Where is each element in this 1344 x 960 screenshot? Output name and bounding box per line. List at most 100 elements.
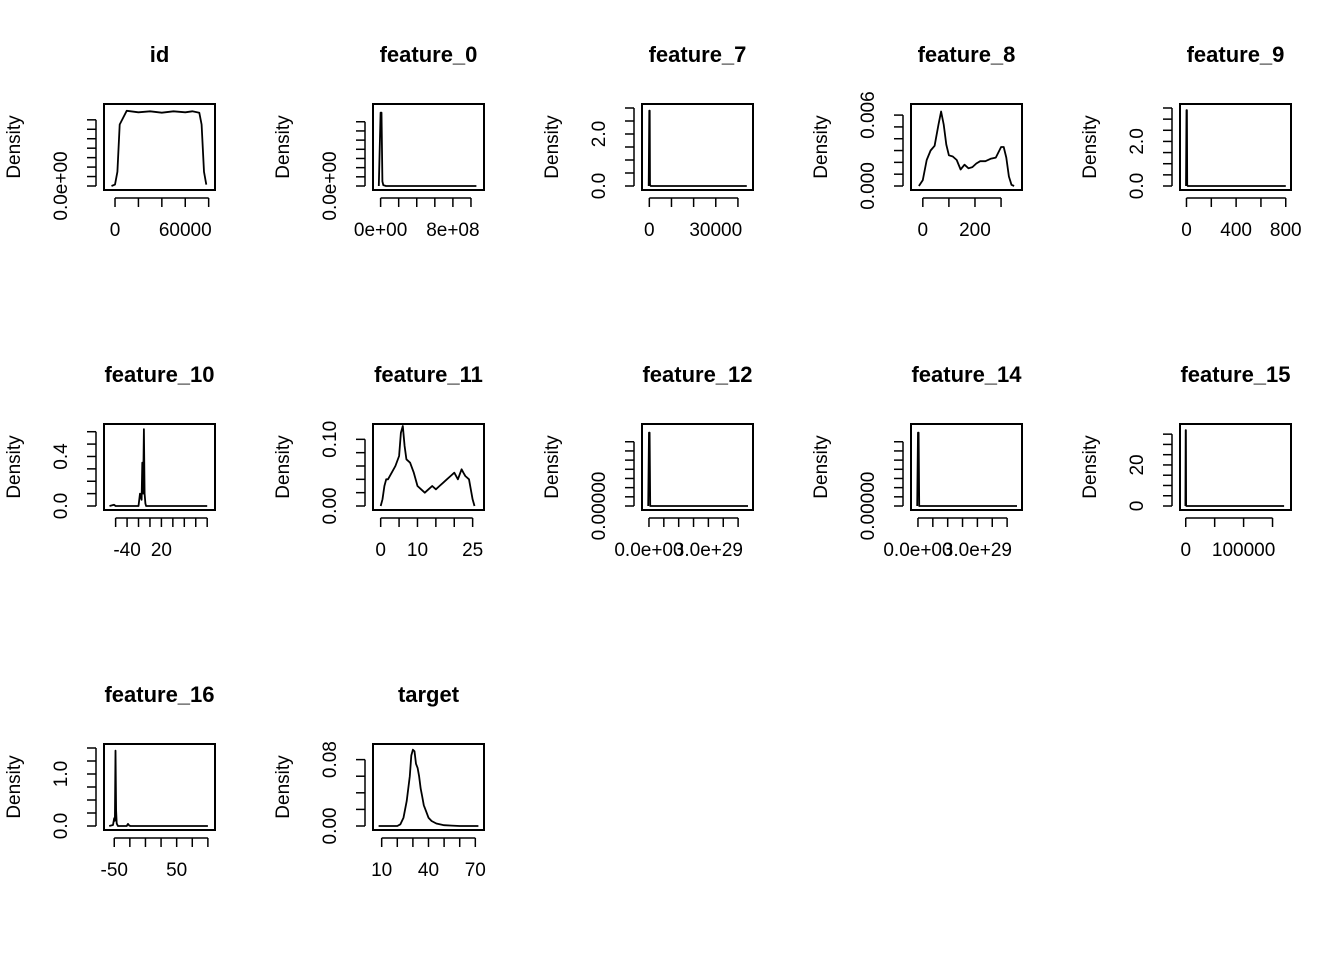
x-tick-label: 0 bbox=[1180, 540, 1191, 561]
y-tick-label: 0.00 bbox=[320, 808, 341, 845]
y-axis-label: Density bbox=[542, 115, 563, 179]
y-tick-label: 0 bbox=[1127, 501, 1148, 512]
density-panel: feature_16 Density -50 50 0.0 1.0 bbox=[4, 682, 216, 881]
density-panel: feature_7 Density 0 30000 0.0 2.0 bbox=[542, 42, 754, 241]
y-tick-label: 1.0 bbox=[51, 761, 72, 787]
density-line bbox=[108, 749, 208, 827]
density-panel: target Density 10 40 70 0.00 0.08 bbox=[273, 682, 486, 881]
y-axis-label: Density bbox=[1080, 435, 1101, 499]
x-tick-label: -40 bbox=[113, 540, 140, 561]
plot-frame bbox=[641, 103, 754, 191]
panel-title: feature_14 bbox=[911, 362, 1022, 387]
plot-frame bbox=[910, 423, 1023, 511]
y-axis-label: Density bbox=[4, 755, 25, 819]
plot-frame bbox=[1179, 103, 1292, 191]
plot-frame bbox=[641, 423, 754, 511]
density-panel: feature_0 Density 0e+00 8e+08 0.0e+00 bbox=[273, 42, 485, 241]
panel-title: feature_0 bbox=[380, 42, 478, 67]
plot-frame bbox=[103, 743, 216, 831]
x-tick-label: 40 bbox=[418, 860, 439, 881]
x-tick-label: 3.0e+29 bbox=[943, 540, 1012, 561]
y-tick-label: 0.08 bbox=[320, 741, 341, 778]
y-axis-label: Density bbox=[542, 435, 563, 499]
density-panel: feature_12 Density 0.0e+003.0e+29 0.00000 bbox=[542, 362, 754, 561]
plot-frame bbox=[103, 423, 216, 511]
panel-title: feature_10 bbox=[104, 362, 214, 387]
panel-title: feature_15 bbox=[1180, 362, 1290, 387]
y-tick-label: 0.10 bbox=[320, 421, 341, 458]
x-tick-label: 0 bbox=[1181, 220, 1192, 241]
density-panel: feature_8 Density 0 200 0.000 0.006 bbox=[811, 42, 1023, 241]
plot-frame bbox=[372, 743, 485, 831]
panel-title: feature_16 bbox=[104, 682, 214, 707]
x-tick-label: -50 bbox=[101, 860, 128, 881]
y-tick-label: 0.4 bbox=[51, 443, 72, 470]
density-line bbox=[1185, 109, 1286, 187]
y-tick-label: 0.006 bbox=[858, 91, 879, 139]
density-panel: feature_11 Density 0 10 25 0.00 0.10 bbox=[273, 362, 485, 561]
panel-title: id bbox=[150, 42, 170, 67]
y-tick-label: 0.0e+00 bbox=[51, 151, 72, 220]
density-panel: feature_14 Density 0.0e+003.0e+29 0.00000 bbox=[811, 362, 1023, 561]
y-axis-label: Density bbox=[273, 115, 294, 179]
density-line bbox=[916, 431, 1017, 507]
density-panel: feature_10 Density -40 20 0.0 0.4 bbox=[4, 362, 216, 561]
plot-frame bbox=[1179, 423, 1292, 511]
x-tick-label: 10 bbox=[371, 860, 392, 881]
panel-title: feature_11 bbox=[374, 362, 483, 387]
y-tick-label: 0.0 bbox=[51, 493, 72, 519]
y-tick-label: 0.0 bbox=[1127, 173, 1148, 199]
y-axis-label: Density bbox=[1080, 115, 1101, 179]
x-tick-label: 0 bbox=[918, 220, 929, 241]
plot-frame bbox=[372, 103, 485, 191]
panel-title: target bbox=[398, 682, 460, 707]
x-tick-label: 25 bbox=[462, 540, 483, 561]
y-axis-label: Density bbox=[273, 755, 294, 819]
y-tick-label: 20 bbox=[1127, 454, 1148, 475]
density-line bbox=[647, 109, 747, 187]
x-tick-label: 800 bbox=[1270, 220, 1302, 241]
y-tick-label: 0.0 bbox=[51, 813, 72, 839]
panel-title: feature_12 bbox=[642, 362, 752, 387]
y-tick-label: 0.00000 bbox=[858, 472, 879, 541]
y-tick-label: 0.000 bbox=[858, 162, 879, 210]
x-tick-label: 0e+00 bbox=[354, 220, 407, 241]
density-line bbox=[378, 748, 479, 827]
x-tick-label: 0.0e+00 bbox=[614, 540, 683, 561]
density-panel: feature_15 Density 0 100000 0 20 bbox=[1080, 362, 1292, 561]
panel-title: feature_9 bbox=[1187, 42, 1285, 67]
x-tick-label: 100000 bbox=[1212, 540, 1275, 561]
x-tick-label: 20 bbox=[151, 540, 172, 561]
density-line bbox=[379, 425, 476, 507]
y-tick-label: 0.00000 bbox=[589, 472, 610, 541]
x-tick-label: 0 bbox=[110, 220, 121, 241]
x-tick-label: 200 bbox=[959, 220, 991, 241]
y-axis-label: Density bbox=[4, 435, 25, 499]
y-tick-label: 2.0 bbox=[589, 121, 610, 147]
density-line bbox=[111, 109, 208, 187]
density-line bbox=[918, 110, 1015, 187]
y-tick-label: 0.00 bbox=[320, 488, 341, 525]
y-tick-label: 0.0e+00 bbox=[320, 151, 341, 220]
x-tick-label: 0.0e+00 bbox=[883, 540, 952, 561]
density-line bbox=[109, 428, 208, 507]
y-axis-label: Density bbox=[273, 435, 294, 499]
y-axis-label: Density bbox=[4, 115, 25, 179]
x-tick-label: 60000 bbox=[159, 220, 212, 241]
density-line bbox=[377, 111, 477, 187]
y-axis-label: Density bbox=[811, 435, 832, 499]
density-panel: feature_9 Density 0 400 800 0.0 2.0 bbox=[1080, 42, 1302, 241]
x-tick-label: 0 bbox=[644, 220, 655, 241]
y-axis-label: Density bbox=[811, 115, 832, 179]
density-line bbox=[647, 431, 748, 507]
panel-title: feature_8 bbox=[918, 42, 1016, 67]
x-tick-label: 10 bbox=[407, 540, 428, 561]
y-tick-label: 2.0 bbox=[1127, 128, 1148, 154]
plot-frame bbox=[372, 423, 485, 511]
panel-title: feature_7 bbox=[649, 42, 747, 67]
plot-frame bbox=[103, 103, 216, 191]
plot-frame bbox=[910, 103, 1023, 191]
density-line bbox=[1184, 429, 1285, 507]
x-tick-label: 50 bbox=[166, 860, 187, 881]
